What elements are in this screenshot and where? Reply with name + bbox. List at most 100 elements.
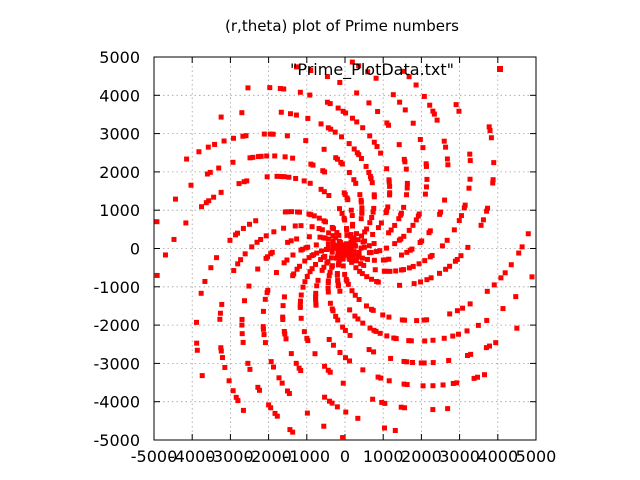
data-point xyxy=(529,274,535,280)
data-point xyxy=(398,404,404,410)
data-point xyxy=(218,348,224,354)
data-point xyxy=(416,261,422,267)
data-point xyxy=(233,232,239,238)
data-point xyxy=(260,326,266,332)
data-point xyxy=(445,406,451,412)
data-point xyxy=(359,205,365,211)
data-point xyxy=(438,209,444,215)
data-point xyxy=(338,159,344,165)
data-point xyxy=(401,68,407,74)
data-point xyxy=(339,210,345,216)
data-point xyxy=(422,258,428,264)
data-point xyxy=(375,225,381,231)
data-point xyxy=(304,274,310,280)
data-point xyxy=(441,138,447,144)
data-point xyxy=(294,64,300,70)
data-point xyxy=(388,227,394,233)
data-point xyxy=(260,324,266,330)
data-point xyxy=(194,347,200,353)
data-point xyxy=(309,253,315,259)
data-point xyxy=(327,300,333,306)
x-tick-label: 0 xyxy=(340,447,350,466)
data-point xyxy=(465,244,471,250)
data-point xyxy=(458,253,464,259)
data-point xyxy=(361,262,367,268)
data-point xyxy=(480,217,486,223)
data-point xyxy=(354,119,360,125)
data-point xyxy=(351,146,357,152)
data-point xyxy=(277,86,283,92)
data-point xyxy=(384,166,390,172)
data-point xyxy=(467,176,473,182)
data-point xyxy=(406,338,412,344)
data-point xyxy=(253,218,259,224)
data-point xyxy=(404,185,410,191)
y-tick-label: 2000 xyxy=(99,163,140,182)
data-point xyxy=(372,267,378,273)
data-point xyxy=(410,120,416,126)
data-point xyxy=(162,252,168,258)
data-point xyxy=(236,181,242,187)
data-point xyxy=(337,79,343,85)
data-point xyxy=(343,409,349,415)
data-point xyxy=(345,281,351,287)
data-point xyxy=(306,255,312,261)
y-tick-label: -4000 xyxy=(94,393,141,412)
data-point xyxy=(286,174,292,180)
y-tick-label: -3000 xyxy=(94,354,141,373)
data-point xyxy=(344,278,350,284)
y-tick-labels: -5000 -4000 -3000 -2000 -1000 0 1000 2000 3000 40… xyxy=(94,48,141,450)
data-point xyxy=(371,241,377,247)
data-point xyxy=(282,331,288,337)
data-point xyxy=(261,131,267,137)
data-point xyxy=(307,92,313,98)
data-point xyxy=(366,243,372,249)
data-point xyxy=(313,242,319,248)
data-point xyxy=(293,360,299,366)
data-point xyxy=(393,336,399,342)
data-point xyxy=(308,68,314,74)
data-point xyxy=(233,394,239,400)
data-point xyxy=(420,145,426,151)
data-point xyxy=(318,121,324,127)
data-point xyxy=(444,156,450,162)
data-point xyxy=(502,270,508,276)
data-point xyxy=(439,243,445,249)
data-point xyxy=(326,273,332,279)
data-point xyxy=(238,257,244,263)
data-point xyxy=(367,133,373,139)
data-point xyxy=(359,271,365,277)
data-point xyxy=(203,200,209,206)
data-point xyxy=(362,229,368,235)
data-point xyxy=(410,263,416,269)
data-point xyxy=(467,151,473,157)
data-point xyxy=(337,350,343,356)
data-point xyxy=(352,292,358,298)
data-point xyxy=(404,249,410,255)
data-point xyxy=(482,372,488,378)
data-point xyxy=(298,298,304,304)
data-point xyxy=(327,101,333,107)
data-point xyxy=(295,209,301,215)
data-point xyxy=(416,211,422,217)
data-point xyxy=(321,423,327,429)
data-point xyxy=(330,308,336,314)
data-point xyxy=(339,134,345,140)
data-point xyxy=(427,228,433,234)
data-point xyxy=(373,328,379,334)
data-point xyxy=(329,400,335,406)
data-point xyxy=(369,180,375,186)
data-point xyxy=(378,375,384,381)
data-point xyxy=(249,244,255,250)
data-point xyxy=(490,177,496,183)
data-point xyxy=(263,233,269,239)
data-point xyxy=(362,238,368,244)
data-point xyxy=(337,257,343,263)
data-point xyxy=(353,258,359,264)
data-point xyxy=(267,85,273,91)
data-point xyxy=(239,331,245,337)
data-point xyxy=(280,303,286,309)
data-point xyxy=(431,111,437,117)
y-tick-label: 3000 xyxy=(99,125,140,144)
data-point xyxy=(324,260,330,266)
